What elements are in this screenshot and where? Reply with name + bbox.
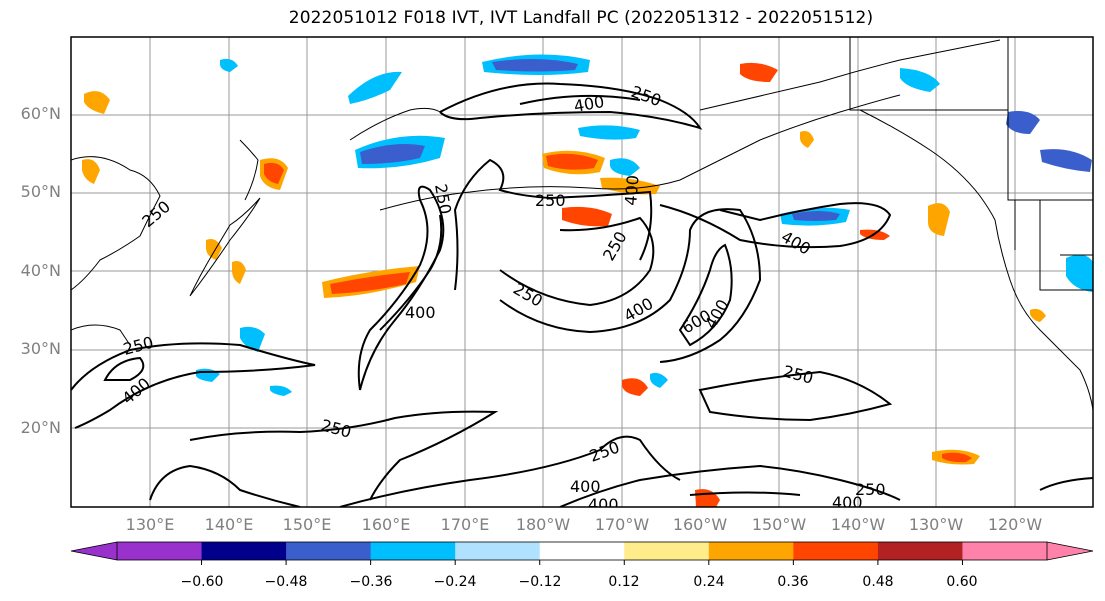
colorbar-tick-label: 0.36	[777, 574, 809, 590]
lon-label: 160°E	[361, 515, 411, 534]
contour-label: 400	[570, 477, 601, 496]
map-frame	[70, 36, 1094, 508]
colorbar-tick-label: 0.60	[946, 574, 978, 590]
lon-label: 170°E	[440, 515, 490, 534]
lon-label: 130°E	[125, 515, 175, 534]
contour-label: 400	[405, 303, 436, 322]
colorbar-bin	[624, 542, 710, 560]
lat-label-30n: 30°N	[20, 339, 61, 358]
coastlines	[71, 37, 1093, 411]
lat-label-50n: 50°N	[20, 182, 61, 201]
contour-label: 250	[535, 191, 566, 210]
colorbar-bin	[370, 542, 456, 560]
colorbar-bin	[793, 542, 879, 560]
colorbar-tick-label: −0.48	[264, 574, 308, 590]
colorbar-tick-label: 0.24	[693, 574, 725, 590]
colorbar-bin	[117, 542, 203, 560]
colorbar-tick-label: 0.12	[608, 574, 640, 590]
lon-label: 160°W	[672, 515, 728, 534]
colorbar-tick-label: −0.60	[180, 574, 224, 590]
lon-label: 140°E	[204, 515, 254, 534]
lon-label: 150°W	[751, 515, 807, 534]
pc-shading	[82, 54, 1093, 507]
lon-label: 120°W	[987, 515, 1043, 534]
colorbar-tick-label: −0.24	[433, 574, 477, 590]
colorbar-tick-label: −0.12	[518, 574, 562, 590]
colorbar-bin	[201, 542, 287, 560]
lat-label-60n: 60°N	[20, 104, 61, 123]
lat-label-40n: 40°N	[20, 261, 61, 280]
contour-label: 400	[588, 495, 619, 514]
contour-label: 400	[832, 493, 863, 512]
colorbar-extend-max	[1047, 542, 1093, 560]
colorbar-bin	[455, 542, 541, 560]
lon-label: 150°E	[282, 515, 332, 534]
lon-label: 170°W	[594, 515, 650, 534]
colorbar-bin	[539, 542, 625, 560]
colorbar-tick-label: −0.36	[349, 574, 393, 590]
contour-label: 250	[855, 480, 886, 499]
contour-label: 400	[621, 174, 643, 206]
ivt-contours	[71, 82, 1093, 507]
lon-label: 130°W	[908, 515, 964, 534]
lon-label: 180°W	[515, 515, 571, 534]
colorbar-bin	[962, 542, 1048, 560]
lon-label: 140°W	[830, 515, 886, 534]
lat-label-20n: 20°N	[20, 418, 61, 437]
colorbar-bin	[708, 542, 794, 560]
colorbar	[70, 541, 1094, 565]
graticule	[71, 37, 1093, 507]
colorbar-tick-label: 0.48	[862, 574, 894, 590]
map-title: 2022051012 F018 IVT, IVT Landfall PC (20…	[288, 8, 874, 28]
colorbar-bin	[877, 542, 963, 560]
colorbar-bin	[286, 542, 372, 560]
colorbar-extend-min	[71, 542, 117, 560]
